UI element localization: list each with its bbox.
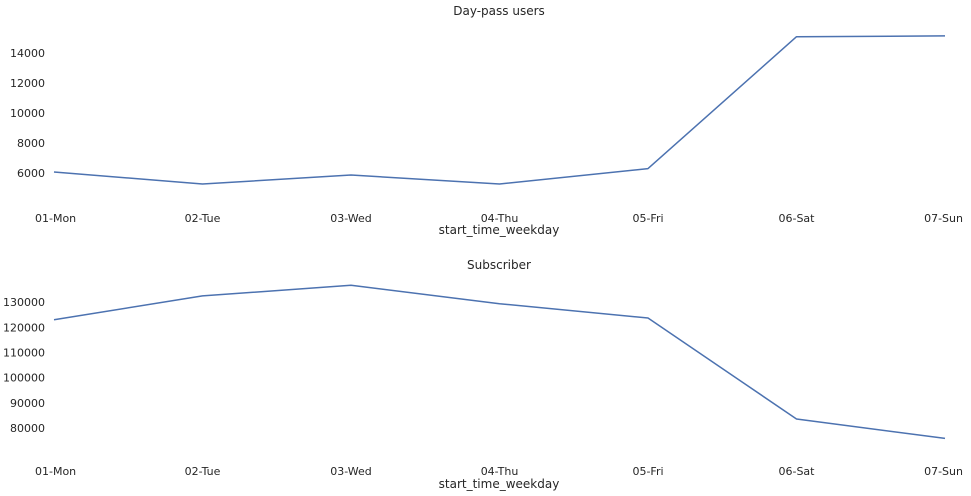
y-tick-label: 8000 (17, 137, 45, 150)
y-tick-label: 90000 (10, 397, 45, 410)
series-line (53, 35, 946, 185)
y-tick-label: 130000 (3, 296, 45, 309)
x-axis-ticks: 01-Mon 02-Tue 03-Wed 04-Thu 05-Fri 06-Sat 07-S… (35, 465, 963, 478)
series-line (53, 284, 946, 440)
x-tick-label: 01-Mon (35, 212, 76, 225)
x-tick-label: 03-Wed (330, 465, 372, 478)
chart-title: Day-pass users (453, 4, 545, 18)
x-tick-label: 02-Tue (185, 465, 221, 478)
x-axis-label: start_time_weekday (439, 223, 560, 237)
y-tick-label: 80000 (10, 422, 45, 435)
x-tick-label: 04-Thu (481, 212, 519, 225)
x-axis-label: start_time_weekday (439, 477, 560, 491)
x-tick-label: 04-Thu (481, 465, 519, 478)
chart-title: Subscriber (467, 258, 531, 272)
chart-panel-subscriber: Subscriber 80000 90000 100000 110000 120000 1… (3, 258, 963, 491)
x-tick-label: 03-Wed (330, 212, 372, 225)
y-axis-ticks: 6000 8000 10000 12000 14000 (10, 47, 45, 180)
x-tick-label: 06-Sat (778, 212, 815, 225)
x-tick-label: 05-Fri (632, 465, 663, 478)
y-tick-label: 110000 (3, 347, 45, 360)
x-tick-label: 02-Tue (185, 212, 221, 225)
x-tick-label: 01-Mon (35, 465, 76, 478)
y-tick-label: 14000 (10, 47, 45, 60)
chart-panel-day-pass: Day-pass users 6000 8000 10000 12000 14000 0… (10, 4, 963, 237)
y-tick-label: 6000 (17, 167, 45, 180)
x-tick-label: 05-Fri (632, 212, 663, 225)
x-tick-label: 07-Sun (924, 465, 963, 478)
x-tick-label: 06-Sat (778, 465, 815, 478)
y-tick-label: 10000 (10, 107, 45, 120)
x-tick-label: 07-Sun (924, 212, 963, 225)
y-tick-label: 100000 (3, 372, 45, 385)
y-tick-label: 12000 (10, 77, 45, 90)
y-axis-ticks: 80000 90000 100000 110000 120000 130000 (3, 296, 45, 435)
y-tick-label: 120000 (3, 321, 45, 334)
x-axis-ticks: 01-Mon 02-Tue 03-Wed 04-Thu 05-Fri 06-Sat 07-S… (35, 212, 963, 225)
